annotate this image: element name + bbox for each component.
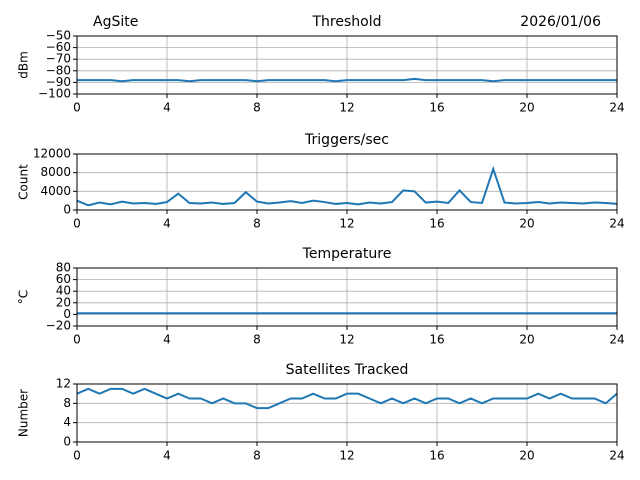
x-tick-label: 20 <box>519 101 534 115</box>
x-tick-label: 8 <box>253 101 261 115</box>
y-tick-label: −90 <box>46 75 71 89</box>
plot-frame <box>76 153 618 211</box>
x-tick-label: 24 <box>609 449 624 463</box>
x-tick-label: 16 <box>429 333 444 347</box>
x-tick-label: 24 <box>609 217 624 231</box>
plot-frame <box>76 267 618 327</box>
y-tick-label: 8 <box>63 396 71 410</box>
y-tick-label: 4 <box>63 415 71 429</box>
x-tick-label: 16 <box>429 449 444 463</box>
site-label: AgSite <box>93 14 138 30</box>
x-tick-label: 8 <box>253 333 261 347</box>
series-line <box>76 165 618 207</box>
x-tick-label: 8 <box>253 217 261 231</box>
series-line <box>77 77 617 83</box>
y-tick-label: 60 <box>56 272 71 286</box>
x-tick-label: 16 <box>429 217 444 231</box>
y-tick-label: −70 <box>46 52 71 66</box>
x-tick-label: 12 <box>339 333 354 347</box>
y-tick-label: −50 <box>46 29 71 43</box>
y-tick-label: 20 <box>56 295 71 309</box>
x-tick-label: 4 <box>163 217 171 231</box>
date-label: 2026/01/06 <box>520 14 601 30</box>
y-axis-label: Number <box>17 389 31 437</box>
y-tick-label: 0 <box>63 435 71 449</box>
y-tick-label: 0 <box>63 307 71 321</box>
series-line <box>76 387 618 410</box>
x-tick-label: 4 <box>163 101 171 115</box>
y-axis-label: °C <box>17 290 31 304</box>
x-tick-label: 20 <box>519 449 534 463</box>
x-tick-label: 0 <box>73 217 81 231</box>
y-tick-label: 12 <box>56 377 71 391</box>
x-tick-label: 12 <box>339 217 354 231</box>
x-tick-label: 8 <box>253 449 261 463</box>
y-axis-label: dBm <box>17 51 31 79</box>
x-tick-label: 20 <box>519 217 534 231</box>
y-tick-label: 12000 <box>33 147 71 161</box>
y-tick-label: −80 <box>46 63 71 77</box>
x-tick-label: 16 <box>429 101 444 115</box>
panel-title: Triggers/sec <box>304 132 389 148</box>
x-tick-label: 24 <box>609 333 624 347</box>
x-tick-label: 12 <box>339 101 354 115</box>
y-tick-label: 8000 <box>40 165 71 179</box>
y-axis-label: Count <box>17 164 31 200</box>
x-tick-label: 4 <box>163 333 171 347</box>
y-tick-label: −60 <box>46 40 71 54</box>
x-tick-label: 0 <box>73 101 81 115</box>
x-tick-label: 20 <box>519 333 534 347</box>
plot-frame <box>76 383 618 443</box>
panel-title: Satellites Tracked <box>286 362 409 378</box>
y-tick-label: 80 <box>56 261 71 275</box>
x-tick-label: 12 <box>339 449 354 463</box>
y-tick-label: 0 <box>63 203 71 217</box>
plot-frame <box>76 35 618 95</box>
y-tick-label: −20 <box>46 319 71 333</box>
panel-title: Temperature <box>302 246 392 262</box>
y-tick-label: 40 <box>56 284 71 298</box>
x-tick-label: 0 <box>73 333 81 347</box>
x-tick-label: 24 <box>609 101 624 115</box>
x-tick-label: 0 <box>73 449 81 463</box>
y-tick-label: −100 <box>38 87 71 101</box>
x-tick-label: 4 <box>163 449 171 463</box>
panel-title: Threshold <box>312 14 382 30</box>
y-tick-label: 4000 <box>40 184 71 198</box>
